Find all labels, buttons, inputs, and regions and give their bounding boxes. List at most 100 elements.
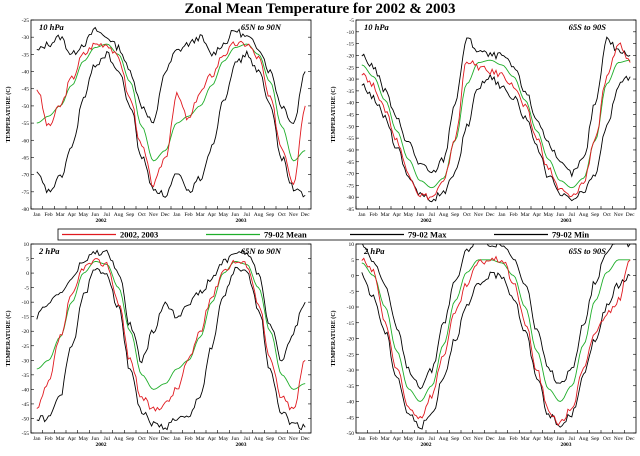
y-tick-label: -80	[22, 207, 30, 213]
y-tick-label: 5	[351, 258, 354, 264]
series-line-mean-79-02	[36, 43, 306, 162]
x-tick-label: Jul	[104, 436, 111, 442]
y-tick-label: -10	[347, 305, 355, 311]
y-tick-label: -30	[22, 35, 30, 41]
legend-label: 79-02 Min	[552, 230, 589, 240]
y-tick-label: -25	[22, 18, 30, 24]
x-tick-label: Feb	[44, 436, 53, 442]
x-tick-label: Nov	[474, 436, 484, 442]
x-tick-label: Mar	[196, 436, 205, 442]
x-tick-label: May	[543, 436, 553, 442]
x-tick-label: Jul	[104, 212, 111, 218]
plot-frame	[30, 19, 312, 210]
y-tick-label: -20	[347, 53, 355, 59]
x-tick-label: Sep	[451, 212, 460, 218]
x-tick-label: May	[218, 436, 228, 442]
series-line-max-79-02	[36, 249, 306, 364]
panel-region-label: 65N to 90N	[241, 246, 282, 256]
panel-level-label: 10 hPa	[364, 22, 390, 32]
x-tick-label: Jul	[244, 436, 251, 442]
chart-panel-2: -85 -80 -75 -70 -65 -60 -55 -50 -45 -40 -35 -30 -25 -…	[330, 18, 637, 224]
y-tick-label: -65	[22, 155, 30, 161]
x-tick-label: Jul	[244, 212, 251, 218]
x-tick-label: Aug	[114, 212, 124, 218]
x-tick-label: Apr	[533, 436, 542, 442]
series-line-mean-79-02	[361, 59, 631, 189]
x-tick-label: Dec	[161, 436, 170, 442]
y-tick-label: -45	[22, 87, 30, 93]
x-tick-label: Jan	[33, 436, 41, 442]
figure-title: Zonal Mean Temperature for 2002 & 2003	[184, 1, 455, 17]
year-label: 2003	[236, 218, 247, 224]
x-tick-label: Jun	[231, 212, 239, 218]
panel-region-label: 65S to 90S	[569, 246, 607, 256]
y-tick-label: -50	[347, 431, 355, 437]
panel-level-label: 2 hPa	[38, 246, 60, 256]
panel-region-label: 65S to 90S	[569, 22, 607, 32]
y-tick-label: -5	[24, 286, 29, 292]
x-tick-label: Oct	[138, 436, 146, 442]
legend-label: 79-02 Mean	[264, 230, 307, 240]
y-tick-label: -40	[347, 400, 355, 406]
x-tick-label: Apr	[533, 212, 542, 218]
x-tick-label: Jun	[556, 212, 564, 218]
x-tick-label: Dec	[486, 436, 495, 442]
x-tick-label: Oct	[463, 212, 471, 218]
y-tick-label: -35	[22, 373, 30, 379]
legend-label: 79-02 Max	[408, 230, 447, 240]
series-line-observed-2002-2003	[361, 255, 631, 427]
x-tick-label: Sep	[591, 436, 600, 442]
x-tick-label: Oct	[278, 212, 286, 218]
x-tick-label: Feb	[369, 436, 378, 442]
x-tick-label: Jun	[416, 436, 424, 442]
x-tick-label: Apr	[208, 212, 217, 218]
x-tick-label: Aug	[439, 436, 449, 442]
x-tick-label: Aug	[254, 436, 264, 442]
legend: 2002, 2003 79-02 Mean 79-02 Max 79-02 Min	[57, 228, 637, 241]
series-line-min-79-02	[361, 271, 631, 430]
legend-label: 2002, 2003	[120, 230, 158, 240]
y-tick-label: -15	[347, 321, 355, 327]
y-tick-label: -10	[22, 300, 30, 306]
y-tick-label: -15	[22, 315, 30, 321]
y-tick-label: -85	[347, 207, 355, 213]
year-label: 2003	[561, 442, 572, 448]
y-tick-label: -5	[349, 289, 354, 295]
x-tick-label: Nov	[614, 436, 624, 442]
x-tick-label: Oct	[603, 212, 611, 218]
y-tick-label: -45	[22, 402, 30, 408]
y-tick-label: -40	[347, 101, 355, 107]
x-tick-label: Sep	[266, 436, 275, 442]
x-tick-label: Aug	[114, 436, 124, 442]
x-tick-label: Sep	[451, 436, 460, 442]
y-tick-label: -55	[347, 136, 355, 142]
y-tick-label: -30	[347, 77, 355, 83]
x-tick-label: Feb	[369, 212, 378, 218]
x-tick-label: Dec	[301, 212, 310, 218]
x-tick-label: Feb	[509, 436, 518, 442]
x-tick-label: Jan	[358, 212, 366, 218]
y-tick-label: -5	[349, 18, 354, 24]
x-tick-label: Feb	[184, 212, 193, 218]
y-tick-label: -40	[22, 387, 30, 393]
y-tick-label: 0	[351, 274, 354, 280]
x-tick-label: May	[543, 212, 553, 218]
series-line-min-79-02	[361, 73, 631, 203]
y-tick-label: -50	[22, 416, 30, 422]
x-tick-label: Sep	[266, 212, 275, 218]
x-tick-label: Aug	[579, 212, 589, 218]
x-tick-label: Mar	[521, 436, 530, 442]
x-tick-label: May	[78, 436, 88, 442]
x-tick-label: Jan	[173, 212, 181, 218]
x-tick-label: Dec	[486, 212, 495, 218]
y-tick-label: -30	[22, 358, 30, 364]
legend-box	[57, 228, 637, 241]
x-tick-label: Jan	[173, 436, 181, 442]
y-tick-label: -20	[22, 329, 30, 335]
y-tick-label: -70	[347, 172, 355, 178]
y-tick-label: -20	[347, 337, 355, 343]
y-tick-label: -40	[22, 70, 30, 76]
x-tick-label: Apr	[393, 436, 402, 442]
panel-level-label: 2 hPa	[363, 246, 385, 256]
